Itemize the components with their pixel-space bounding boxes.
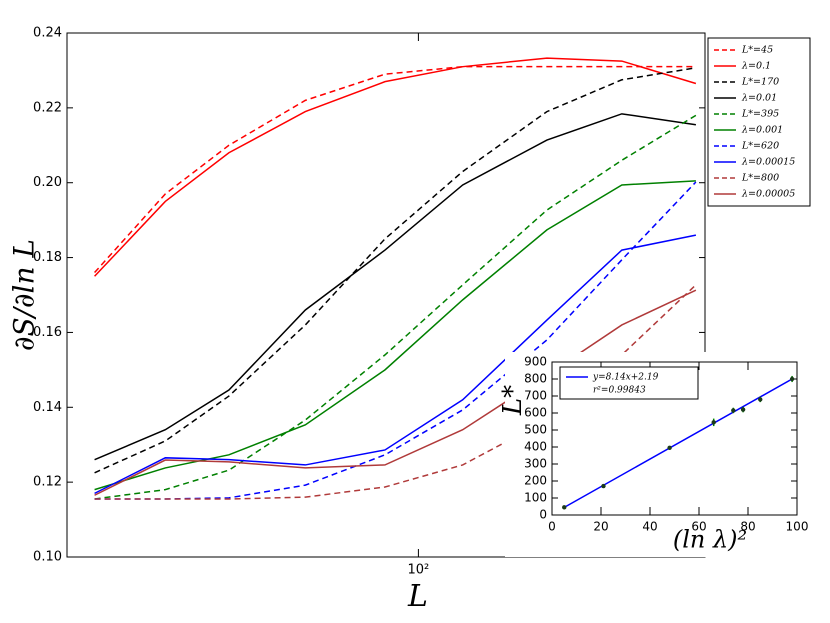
- series-line: [94, 234, 697, 495]
- series-line: [94, 180, 696, 491]
- x-tick-label: 60: [691, 520, 706, 534]
- inset-x-label: (ln λ)²: [673, 526, 747, 554]
- data-point: [667, 445, 672, 451]
- y-tick-label: 0.20: [33, 175, 62, 190]
- x-tick-label: 0: [548, 520, 556, 534]
- data-point: [562, 505, 567, 510]
- y-tick-label: 0.16: [33, 325, 62, 340]
- x-tick-label: 10²: [408, 563, 430, 578]
- series-line: [94, 65, 696, 274]
- legend-label: λ=0.1: [741, 61, 771, 72]
- y-tick-label: 0.10: [33, 550, 62, 565]
- data-point: [740, 407, 746, 412]
- legend-label: λ=0.00015: [741, 157, 795, 168]
- y-axis-label: ∂S/∂ln L: [8, 239, 41, 351]
- y-tick-label: 0.18: [33, 250, 62, 265]
- y-tick-label: 600: [524, 406, 547, 420]
- legend-label: L*=800: [741, 173, 779, 184]
- x-axis-label: L: [407, 579, 428, 614]
- legend-label: L*=620: [741, 141, 779, 152]
- y-tick-label: 0.22: [33, 100, 62, 115]
- x-tick-label: 20: [593, 520, 608, 534]
- inset-y-label: L*: [498, 385, 528, 416]
- data-point: [711, 420, 716, 425]
- legend-label: λ=0.001: [741, 125, 783, 136]
- legend-label: L*=170: [741, 77, 779, 88]
- series-line: [94, 289, 697, 496]
- y-tick-label: 500: [524, 423, 547, 437]
- y-tick-label: 900: [524, 355, 547, 369]
- legend-label: y=8.14x+2.19: [592, 373, 659, 383]
- y-tick-label: 300: [524, 457, 547, 471]
- y-tick-label: 200: [524, 474, 547, 488]
- y-tick-label: 700: [524, 389, 547, 403]
- inset-frame: [551, 361, 798, 516]
- series-line: [94, 57, 697, 277]
- series-line: [94, 114, 697, 500]
- inset-legend-box: [559, 366, 699, 400]
- legend-note: r²=0.99843: [593, 386, 646, 396]
- axes-frame: [66, 32, 706, 558]
- data-point: [758, 397, 763, 402]
- y-tick-label: 0.14: [33, 400, 62, 415]
- y-tick-label: 0: [539, 508, 547, 522]
- data-point: [731, 408, 736, 413]
- x-tick-label: 40: [642, 520, 657, 534]
- legend-label: L*=395: [741, 109, 779, 120]
- y-tick-label: 100: [524, 491, 547, 505]
- data-point: [601, 483, 606, 489]
- series-line: [94, 67, 697, 474]
- legend-label: λ=0.00005: [741, 189, 795, 200]
- y-tick-label: 0.12: [33, 475, 62, 490]
- series-line: [94, 113, 696, 461]
- legend-label: L*=45: [741, 45, 773, 56]
- y-tick-label: 800: [524, 372, 547, 386]
- y-tick-label: 400: [524, 440, 547, 454]
- x-tick-label: 80: [740, 520, 755, 534]
- data-point: [789, 376, 795, 382]
- x-tick-label: 100: [786, 520, 809, 534]
- legend-label: λ=0.01: [741, 93, 777, 104]
- y-tick-label: 0.24: [33, 26, 62, 41]
